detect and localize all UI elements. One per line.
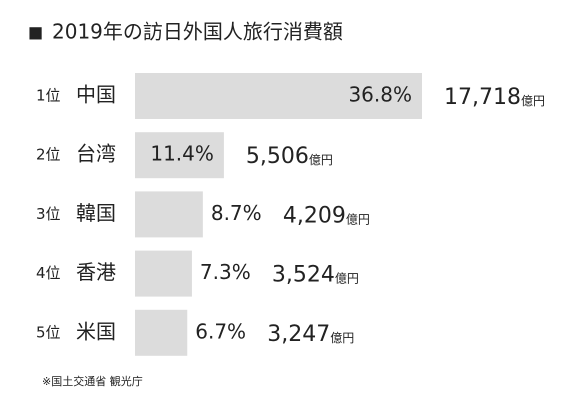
rank-label: 2位 <box>36 146 61 164</box>
value-label: 8.7% <box>211 201 262 225</box>
category-label: 中国 <box>76 83 116 107</box>
bar <box>135 250 192 297</box>
bar <box>135 73 422 119</box>
amount-label: 5,506億円 <box>246 144 333 169</box>
value-label: 11.4% <box>150 142 214 166</box>
amount-label: 17,718億円 <box>444 85 545 110</box>
category-label: 米国 <box>76 319 116 343</box>
rank-label: 5位 <box>36 323 61 341</box>
value-label: 36.8% <box>348 83 412 107</box>
category-label: 台湾 <box>76 142 116 166</box>
amount-value: 3,524 <box>272 263 335 288</box>
amount-label: 3,524億円 <box>272 263 359 288</box>
amount-value: 3,247 <box>267 322 330 347</box>
amount-unit: 億円 <box>335 271 359 285</box>
bar <box>135 191 203 238</box>
source: ※国土交通省 観光庁 <box>42 374 143 388</box>
rank-label: 4位 <box>36 264 61 282</box>
value-label: 6.7% <box>195 319 246 343</box>
category-label: 韓国 <box>76 201 116 225</box>
category-label: 香港 <box>76 260 116 284</box>
amount-unit: 億円 <box>346 212 370 226</box>
amount-value: 5,506 <box>246 144 309 169</box>
amount-unit: 億円 <box>309 153 333 167</box>
bar <box>135 309 188 356</box>
rank-label: 3位 <box>36 205 61 223</box>
title-marker: ■ <box>28 23 43 42</box>
amount-unit: 億円 <box>330 330 354 344</box>
chart-title: 2019年の訪日外国人旅行消費額 <box>52 20 343 44</box>
amount-label: 4,209億円 <box>283 203 370 228</box>
rank-label: 1位 <box>36 87 61 105</box>
value-label: 7.3% <box>200 260 251 284</box>
amount-value: 4,209 <box>283 203 346 228</box>
amount-unit: 億円 <box>521 94 545 108</box>
amount-value: 17,718 <box>444 85 521 110</box>
amount-label: 3,247億円 <box>267 322 354 347</box>
bar <box>135 132 224 179</box>
